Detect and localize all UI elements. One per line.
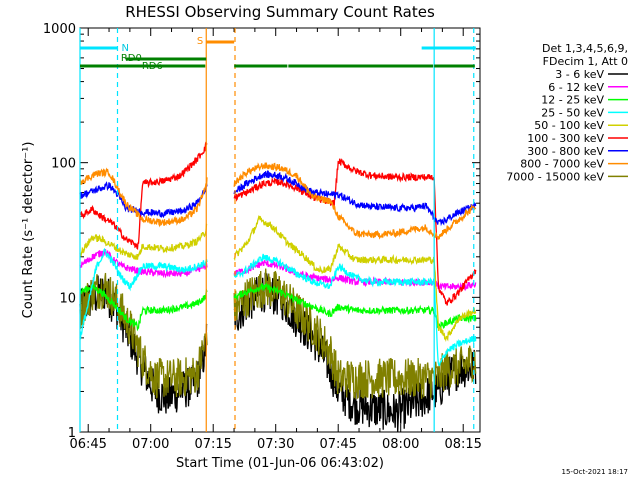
series-line xyxy=(79,283,208,332)
x-tick-label: 07:00 xyxy=(132,437,169,452)
x-tick-label: 07:30 xyxy=(257,437,294,452)
x-tick-label: 07:15 xyxy=(194,437,231,452)
x-tick-label: 08:15 xyxy=(444,437,481,452)
legend-label: 25 - 50 keV xyxy=(541,106,604,119)
y-tick-label: 100 xyxy=(51,157,76,172)
legend-label: 300 - 800 keV xyxy=(527,145,604,158)
legend-label: 50 - 100 keV xyxy=(534,119,604,132)
legend-label: 3 - 6 keV xyxy=(555,68,604,81)
rd6-label: RD6 xyxy=(142,61,163,72)
x-tick-label: 07:45 xyxy=(319,437,356,452)
series-line xyxy=(233,158,477,306)
timestamp: 15-Oct-2021 18:17 xyxy=(562,468,628,476)
series-line xyxy=(79,141,208,250)
x-tick-label: 08:00 xyxy=(382,437,419,452)
series-line xyxy=(233,268,477,400)
series-line xyxy=(233,272,477,432)
legend-label: 800 - 7000 keV xyxy=(520,158,604,171)
y-tick-label: 10 xyxy=(59,291,76,306)
s-label: S xyxy=(197,36,203,47)
series-group xyxy=(79,141,477,432)
y-tick-label: 1 xyxy=(68,426,76,441)
series-line xyxy=(233,214,477,342)
series-line xyxy=(233,170,477,227)
series-line xyxy=(79,223,208,261)
series-line xyxy=(79,248,208,279)
rd0-label: RD0 xyxy=(121,53,142,64)
legend-label: 6 - 12 keV xyxy=(548,81,604,94)
chart-title: RHESSI Observing Summary Count Rates xyxy=(125,3,435,21)
series-line xyxy=(79,181,208,219)
legend-label: 7000 - 15000 keV xyxy=(506,170,604,183)
n-label: N xyxy=(122,43,129,54)
legend-header-line-1: Det 1,3,4,5,6,9, xyxy=(542,42,628,55)
x-axis-label: Start Time (01-Jun-06 06:43:02) xyxy=(176,456,384,471)
legend-header-line-2: FDecim 1, Att 0 xyxy=(543,55,628,68)
legend-label: 12 - 25 keV xyxy=(541,94,604,107)
y-axis: 1 10 100 1000 xyxy=(43,22,480,441)
x-tick-label: 06:45 xyxy=(69,437,106,452)
series-line xyxy=(233,253,477,367)
y-axis-label: Count Rate (s⁻¹ detector⁻¹) xyxy=(21,142,36,319)
x-axis: 06:45 07:00 07:15 07:30 07:45 08:00 08:15 xyxy=(69,28,482,452)
series-line xyxy=(79,167,208,228)
legend: Det 1,3,4,5,6,9, FDecim 1, Att 0 3 - 6 k… xyxy=(506,42,628,183)
series-line xyxy=(79,247,208,340)
y-tick-label: 1000 xyxy=(43,22,76,37)
legend-label: 100 - 300 keV xyxy=(527,132,604,145)
series-line xyxy=(233,162,477,240)
